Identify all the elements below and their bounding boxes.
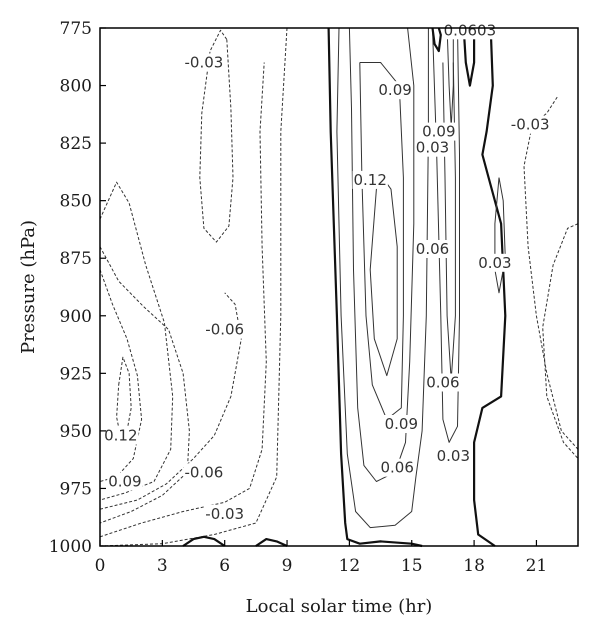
x-tick-label: 6 [219, 556, 230, 576]
contour-line-pos-03-far-right [494, 177, 506, 294]
contour-line-neg-left-ring2 [99, 181, 174, 501]
contour-label: 0.03 [416, 139, 449, 157]
plot-frame [99, 27, 579, 547]
y-tick-label: 825 [60, 134, 92, 154]
x-tick-label: 9 [282, 556, 293, 576]
contour-line-pos-09-left [359, 62, 404, 420]
contour-label-background [204, 504, 246, 523]
x-axis-title: Local solar time (hr) [246, 596, 433, 617]
contour-label-background [103, 426, 139, 445]
contour-line-neg-03-outer [99, 62, 267, 538]
contour-label-background [379, 458, 415, 477]
contour-line-zero-left [327, 27, 423, 548]
x-tick-label: 18 [463, 556, 485, 576]
contour-label: 0.03 [437, 447, 470, 465]
contour-label-background [183, 53, 225, 72]
contour-label: -0.03 [184, 54, 223, 72]
contour-label-background [107, 472, 143, 491]
contour-label-background [442, 21, 498, 40]
contour-label: 0.09 [378, 81, 411, 99]
contour-label-background [477, 253, 513, 272]
x-tick-label: 12 [339, 556, 361, 576]
contour-label-background [421, 122, 457, 141]
y-tick-label: 1000 [49, 537, 92, 557]
contour-line-pos-bottom-zero-loop [431, 27, 442, 53]
contour-line-pos-03-right [432, 27, 460, 443]
x-tick-label: 15 [401, 556, 423, 576]
contour-label-background [425, 373, 461, 392]
x-tick-label: 3 [157, 556, 168, 576]
contour-line-neg-lobe-upper [199, 29, 234, 243]
y-tick-label: 800 [60, 77, 92, 97]
contour-line-zero-bottom-bumps [182, 535, 226, 547]
contour-label: -0.06 [205, 321, 244, 339]
y-tick-label: 775 [60, 19, 92, 39]
contour-line-neg-03-far [99, 27, 288, 547]
contour-label: 0.09 [385, 415, 418, 433]
contour-label-background [204, 320, 246, 339]
contour-label: 0.09 [422, 123, 455, 141]
contour-line-zero-right [473, 27, 507, 547]
contour-line-zero-bottom-bumps2 [255, 538, 288, 548]
contour-label: -0.03 [205, 505, 244, 523]
y-axis-title: Pressure (hPa) [18, 220, 39, 354]
y-tick-label: 950 [60, 422, 92, 442]
contour-label-background [183, 463, 225, 482]
contour-labels: -0.03-0.060.120.09-0.06-0.030.090.090.03… [103, 21, 551, 523]
contour-label: 0.06 [380, 459, 413, 477]
x-tick-label: 21 [526, 556, 548, 576]
contour-line-pos-06-left [348, 27, 415, 482]
contour-line-neg-left-inner [116, 356, 132, 439]
contour-line-zero-top-small [462, 27, 476, 87]
contour-label-background [414, 240, 451, 258]
contour-label: 0.06 [416, 240, 449, 258]
contour-line-neg-right-outer [542, 223, 579, 459]
contour-label-background [377, 81, 413, 100]
contour-line-neg-left-ring3 [99, 246, 190, 524]
contour-line-pos-03-left [336, 27, 429, 529]
contour-label-background [352, 170, 388, 189]
contour-label: -0.03 [511, 116, 550, 134]
contour-label: 0.0603 [444, 21, 497, 39]
y-tick-label: 925 [60, 364, 92, 384]
y-tick-label: 875 [60, 249, 92, 269]
y-tick-label: 975 [60, 479, 92, 499]
contour-label-background [509, 115, 551, 134]
x-axis-ticks: 0 3 6 9 12 15 18 21 [95, 540, 548, 576]
contour-label-background [435, 447, 472, 466]
contour-label-background [414, 138, 451, 157]
y-tick-label: 900 [60, 307, 92, 327]
contour-label: 0.03 [478, 254, 511, 272]
x-tick-label: 0 [95, 556, 106, 576]
y-axis-ticks: 775 800 825 850 875 900 925 950 975 1000 [49, 19, 106, 557]
y-tick-label: 850 [60, 192, 92, 212]
contour-label-background [383, 415, 420, 433]
contour-label: 0.09 [108, 473, 141, 491]
contour-label: 0.12 [353, 171, 386, 189]
contour-label: 0.06 [426, 374, 459, 392]
contour-label: -0.06 [184, 463, 223, 481]
contour-label: 0.12 [104, 427, 137, 445]
